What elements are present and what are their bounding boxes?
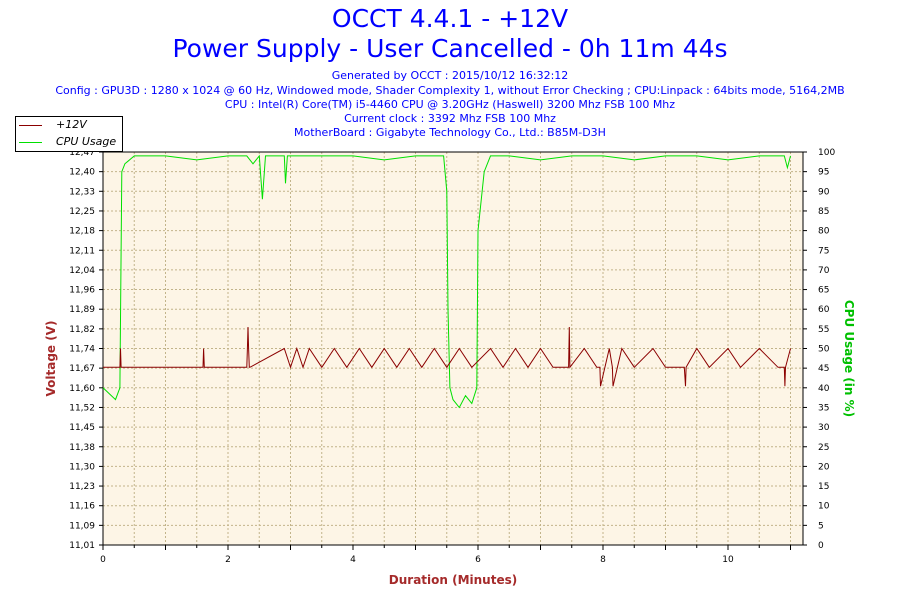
y-tick-label: 11,82 [69, 325, 95, 335]
legend: +12V CPU Usage [15, 116, 123, 152]
x-axis-label: Duration (Minutes) [389, 573, 517, 587]
y2-tick-label: 100 [818, 148, 835, 158]
y2-tick-label: 65 [818, 286, 829, 296]
x-tick-label: 6 [475, 555, 481, 565]
y-tick-label: 11,01 [69, 541, 95, 551]
y-tick-label: 12,18 [69, 227, 95, 237]
y2-axis-label: CPU Usage (in %) [842, 300, 856, 417]
series-line-voltage [103, 326, 791, 387]
y-tick-label: 11,96 [69, 286, 95, 296]
chart-title: OCCT 4.4.1 - +12V [331, 4, 569, 33]
x-tick-label: 10 [722, 555, 734, 565]
y-tick-label: 12,40 [69, 168, 95, 178]
x-tick-label: 4 [350, 555, 356, 565]
y-tick-label: 12,11 [69, 246, 95, 256]
y-tick-label: 11,16 [69, 502, 95, 512]
y-tick-label: 11,89 [69, 305, 95, 315]
y-axis-label: Voltage (V) [44, 321, 58, 397]
chart-subtitle: Power Supply - User Cancelled - 0h 11m 4… [172, 34, 728, 63]
y2-tick-label: 40 [818, 384, 830, 394]
y2-tick-label: 60 [818, 305, 830, 315]
y-tick-label: 11,74 [69, 345, 95, 355]
y2-tick-label: 90 [818, 187, 830, 197]
y-tick-label: 11,09 [69, 521, 95, 531]
x-tick-label: 8 [600, 555, 606, 565]
y2-tick-label: 75 [818, 246, 829, 256]
info-line-generated: Generated by OCCT : 2015/10/12 16:32:12 [331, 69, 569, 82]
y-tick-label: 12,47 [69, 148, 95, 158]
y-tick-label: 11,30 [69, 462, 95, 472]
y-tick-label: 11,45 [69, 423, 95, 433]
y2-tick-label: 20 [818, 462, 830, 472]
y-tick-label: 11,67 [69, 364, 95, 374]
info-line-motherboard: MotherBoard : Gigabyte Technology Co., L… [294, 126, 606, 139]
y-tick-label: 11,52 [69, 403, 95, 413]
x-tick-label: 0 [100, 555, 106, 565]
y2-tick-label: 95 [818, 168, 829, 178]
y-tick-label: 12,33 [69, 187, 95, 197]
plot-border [102, 151, 804, 546]
y2-tick-label: 0 [818, 541, 824, 551]
y2-tick-label: 35 [818, 403, 829, 413]
legend-item-voltage: +12V [16, 117, 122, 134]
y2-tick-label: 80 [818, 227, 830, 237]
y-tick-label: 11,60 [69, 384, 95, 394]
legend-label-cpu: CPU Usage [56, 135, 117, 148]
y2-tick-label: 5 [818, 521, 824, 531]
y-tick-label: 11,23 [69, 482, 95, 492]
info-line-clock: Current clock : 3392 Mhz FSB 100 Mhz [344, 112, 556, 125]
y2-tick-label: 85 [818, 207, 829, 217]
y2-tick-label: 70 [818, 266, 830, 276]
series-line-cpu-usage [102, 154, 791, 409]
y2-tick-label: 25 [818, 443, 829, 453]
y2-tick-label: 45 [818, 364, 829, 374]
y2-tick-label: 50 [818, 345, 830, 355]
y2-tick-label: 30 [818, 423, 830, 433]
info-line-config: Config : GPU3D : 1280 x 1024 @ 60 Hz, Wi… [55, 84, 845, 97]
legend-swatch-cpu [19, 142, 42, 143]
y2-tick-label: 15 [818, 482, 829, 492]
x-tick-label: 2 [225, 555, 231, 565]
legend-item-cpu: CPU Usage [16, 134, 122, 151]
y2-tick-label: 55 [818, 325, 829, 335]
y2-tick-label: 10 [818, 502, 830, 512]
y-tick-label: 11,38 [69, 443, 95, 453]
y-tick-label: 12,04 [69, 266, 95, 276]
y-tick-label: 12,25 [69, 207, 95, 217]
legend-label-voltage: +12V [56, 118, 87, 131]
legend-swatch-voltage [19, 125, 42, 126]
info-line-cpu: CPU : Intel(R) Core(TM) i5-4460 CPU @ 3.… [224, 98, 676, 111]
